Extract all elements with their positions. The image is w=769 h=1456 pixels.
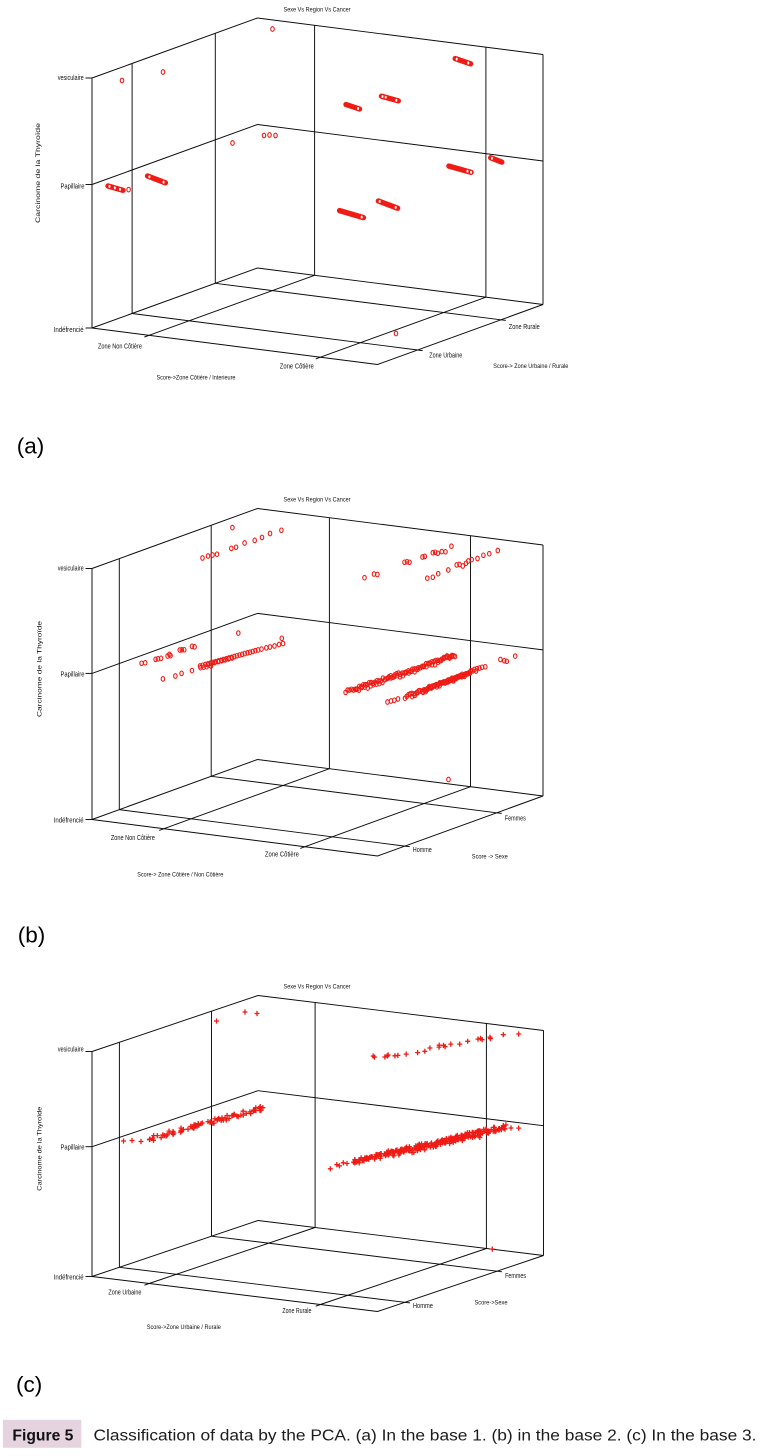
svg-text:Classification of data by the: Classification of data by the PCA. (a) I… [94,1428,757,1445]
svg-text:vesiculaire: vesiculaire [58,1046,84,1053]
svg-text:Sexe Vs Region Vs Cancer: Sexe Vs Region Vs Cancer [284,984,352,991]
svg-text:Indéfrencié: Indéfrencié [54,817,84,824]
svg-text:Zone Rurale: Zone Rurale [509,324,540,331]
svg-text:Score -> Sexe: Score -> Sexe [472,854,508,861]
svg-text:Zone Côtière: Zone Côtière [265,851,299,858]
svg-text:Carcinome de la Thyroïde: Carcinome de la Thyroïde [35,122,42,223]
svg-text:Score-> Zone Urbaine / Rurale: Score-> Zone Urbaine / Rurale [493,363,568,370]
svg-text:Sexe Vs Region Vs Cancer: Sexe Vs Region Vs Cancer [284,7,352,14]
svg-text:Zone Urbaine: Zone Urbaine [429,353,462,360]
svg-text:Carcinome de la Thyroïde: Carcinome de la Thyroïde [36,1106,43,1190]
svg-text:Zone Rurale: Zone Rurale [282,1308,311,1315]
svg-text:Femmes: Femmes [505,815,526,822]
svg-text:Homme: Homme [413,1303,433,1310]
svg-text:Indéfrencié: Indéfrencié [54,1274,84,1281]
svg-text:Zone Non Côtière: Zone Non Côtière [111,835,155,842]
svg-text:Papillaire: Papillaire [61,183,85,190]
svg-text:(c): (c) [16,1372,42,1397]
svg-text:Score->Zone Urbaine / Rurale: Score->Zone Urbaine / Rurale [147,1324,221,1331]
svg-text:Homme: Homme [413,847,432,854]
svg-text:vesiculaire: vesiculaire [58,565,84,572]
svg-text:Score-> Zone Côtière / Non Côt: Score-> Zone Côtière / Non Côtière [137,871,223,878]
svg-text:vesiculaire: vesiculaire [58,75,84,82]
svg-text:Femmes: Femmes [505,1273,526,1280]
svg-text:Indéfrencié: Indéfrencié [54,327,84,334]
svg-text:(b): (b) [18,923,46,948]
svg-text:Sexe Vs Region Vs Cancer: Sexe Vs Region Vs Cancer [284,497,352,504]
svg-text:Carcinome de la Thyroïde: Carcinome de la Thyroïde [37,621,44,717]
svg-text:Zone Côtière: Zone Côtière [280,364,314,371]
svg-text:Score->Zone Côtière / Interieu: Score->Zone Côtière / Interieure [157,375,236,382]
svg-text:Papillaire: Papillaire [61,671,85,678]
svg-text:Zone Urbaine: Zone Urbaine [108,1290,141,1297]
svg-text:Papillaire: Papillaire [61,1145,85,1152]
svg-text:Figure 5: Figure 5 [12,1428,73,1445]
svg-text:Zone Non Côtière: Zone Non Côtière [98,343,142,350]
svg-text:(a): (a) [17,433,45,458]
svg-text:Score->Sexe: Score->Sexe [475,1300,508,1307]
